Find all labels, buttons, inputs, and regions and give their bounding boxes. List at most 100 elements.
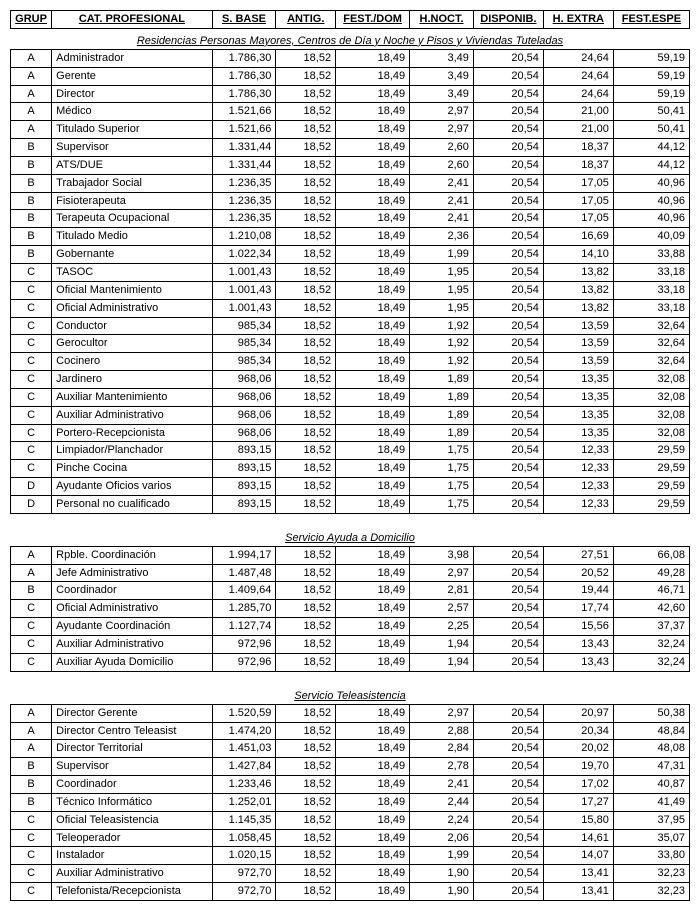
table-row: BCoordinador1.409,6418,5218,492,8120,541… bbox=[11, 582, 690, 600]
cell-cat: Oficial Administrativo bbox=[52, 600, 212, 618]
cell-num: 1,92 bbox=[410, 353, 474, 371]
cell-grup: B bbox=[11, 174, 52, 192]
cell-num: 18,52 bbox=[276, 758, 336, 776]
cell-num: 66,08 bbox=[613, 546, 689, 564]
cell-grup: C bbox=[11, 281, 52, 299]
cell-num: 20,54 bbox=[473, 564, 543, 582]
cell-num: 20,54 bbox=[473, 883, 543, 901]
cell-num: 1.331,44 bbox=[212, 156, 276, 174]
cell-num: 18,52 bbox=[276, 636, 336, 654]
table-row: CAuxiliar Mantenimiento968,0618,5218,491… bbox=[11, 388, 690, 406]
cell-num: 1.236,35 bbox=[212, 174, 276, 192]
cell-num: 47,31 bbox=[613, 758, 689, 776]
cell-cat: ATS/DUE bbox=[52, 156, 212, 174]
cell-num: 44,12 bbox=[613, 156, 689, 174]
cell-num: 1.427,84 bbox=[212, 758, 276, 776]
cell-cat: Gerente bbox=[52, 67, 212, 85]
cell-num: 1.520,59 bbox=[212, 704, 276, 722]
cell-num: 24,64 bbox=[543, 49, 613, 67]
cell-num: 1.994,17 bbox=[212, 546, 276, 564]
data-table: AAdministrador1.786,3018,5218,493,4920,5… bbox=[10, 49, 690, 514]
cell-num: 2,41 bbox=[410, 192, 474, 210]
cell-grup: B bbox=[11, 582, 52, 600]
cell-num: 968,06 bbox=[212, 371, 276, 389]
cell-num: 968,06 bbox=[212, 388, 276, 406]
cell-num: 18,49 bbox=[336, 299, 410, 317]
table-row: BSupervisor1.427,8418,5218,492,7820,5419… bbox=[11, 758, 690, 776]
cell-num: 20,54 bbox=[473, 758, 543, 776]
table-row: CAuxiliar Administrativo972,9618,5218,49… bbox=[11, 636, 690, 654]
cell-num: 20,54 bbox=[473, 546, 543, 564]
cell-cat: Trabajador Social bbox=[52, 174, 212, 192]
cell-num: 1,75 bbox=[410, 442, 474, 460]
cell-grup: C bbox=[11, 371, 52, 389]
cell-grup: C bbox=[11, 600, 52, 618]
cell-cat: Gerocultor bbox=[52, 335, 212, 353]
table-row: CAuxiliar Administrativo972,7018,5218,49… bbox=[11, 865, 690, 883]
cell-grup: D bbox=[11, 478, 52, 496]
cell-cat: Director bbox=[52, 85, 212, 103]
cell-num: 972,96 bbox=[212, 653, 276, 671]
cell-num: 1,75 bbox=[410, 478, 474, 496]
table-row: AAdministrador1.786,3018,5218,493,4920,5… bbox=[11, 49, 690, 67]
cell-num: 33,80 bbox=[613, 847, 689, 865]
cell-cat: Administrador bbox=[52, 49, 212, 67]
cell-cat: Jefe Administrativo bbox=[52, 564, 212, 582]
cell-num: 14,10 bbox=[543, 246, 613, 264]
cell-num: 20,54 bbox=[473, 246, 543, 264]
cell-num: 1.001,43 bbox=[212, 281, 276, 299]
table-row: AGerente1.786,3018,5218,493,4920,5424,64… bbox=[11, 67, 690, 85]
cell-grup: C bbox=[11, 442, 52, 460]
cell-num: 13,82 bbox=[543, 299, 613, 317]
cell-num: 40,96 bbox=[613, 192, 689, 210]
table-row: ARpble. Coordinación1.994,1718,5218,493,… bbox=[11, 546, 690, 564]
cell-num: 20,54 bbox=[473, 442, 543, 460]
cell-num: 1,95 bbox=[410, 263, 474, 281]
cell-num: 1.252,01 bbox=[212, 793, 276, 811]
cell-num: 13,41 bbox=[543, 865, 613, 883]
cell-num: 20,54 bbox=[473, 740, 543, 758]
cell-num: 972,70 bbox=[212, 865, 276, 883]
cell-num: 20,54 bbox=[473, 495, 543, 513]
cell-num: 18,49 bbox=[336, 460, 410, 478]
cell-num: 18,52 bbox=[276, 210, 336, 228]
cell-cat: Terapeuta Ocupacional bbox=[52, 210, 212, 228]
cell-num: 18,52 bbox=[276, 582, 336, 600]
table-row: ADirector Territorial1.451,0318,5218,492… bbox=[11, 740, 690, 758]
cell-num: 18,52 bbox=[276, 121, 336, 139]
cell-num: 1,89 bbox=[410, 406, 474, 424]
cell-num: 20,54 bbox=[473, 103, 543, 121]
cell-num: 1,94 bbox=[410, 653, 474, 671]
cell-num: 18,52 bbox=[276, 478, 336, 496]
cell-num: 893,15 bbox=[212, 495, 276, 513]
cell-num: 18,52 bbox=[276, 85, 336, 103]
cell-cat: TASOC bbox=[52, 263, 212, 281]
cell-num: 20,54 bbox=[473, 299, 543, 317]
cell-num: 50,41 bbox=[613, 121, 689, 139]
table-row: BTécnico Informático1.252,0118,5218,492,… bbox=[11, 793, 690, 811]
cell-num: 20,54 bbox=[473, 793, 543, 811]
cell-num: 20,54 bbox=[473, 424, 543, 442]
cell-num: 2,57 bbox=[410, 600, 474, 618]
cell-num: 18,49 bbox=[336, 600, 410, 618]
cell-num: 18,52 bbox=[276, 67, 336, 85]
cell-num: 17,27 bbox=[543, 793, 613, 811]
table-row: COficial Teleasistencia1.145,3518,5218,4… bbox=[11, 811, 690, 829]
cell-grup: B bbox=[11, 139, 52, 157]
cell-num: 1.233,46 bbox=[212, 776, 276, 794]
cell-grup: C bbox=[11, 653, 52, 671]
cell-num: 20,52 bbox=[543, 564, 613, 582]
cell-cat: Oficial Teleasistencia bbox=[52, 811, 212, 829]
cell-num: 18,52 bbox=[276, 829, 336, 847]
cell-grup: C bbox=[11, 335, 52, 353]
cell-num: 20,54 bbox=[473, 388, 543, 406]
table-row: AMédico1.521,6618,5218,492,9720,5421,005… bbox=[11, 103, 690, 121]
cell-num: 985,34 bbox=[212, 353, 276, 371]
cell-grup: C bbox=[11, 388, 52, 406]
cell-num: 13,35 bbox=[543, 388, 613, 406]
table-row: BTerapeuta Ocupacional1.236,3518,5218,49… bbox=[11, 210, 690, 228]
cell-num: 32,64 bbox=[613, 335, 689, 353]
col-festdom: FEST./DOM bbox=[336, 11, 410, 29]
table-row: COficial Administrativo1.001,4318,5218,4… bbox=[11, 299, 690, 317]
table-row: CTelefonista/Recepcionista972,7018,5218,… bbox=[11, 883, 690, 901]
